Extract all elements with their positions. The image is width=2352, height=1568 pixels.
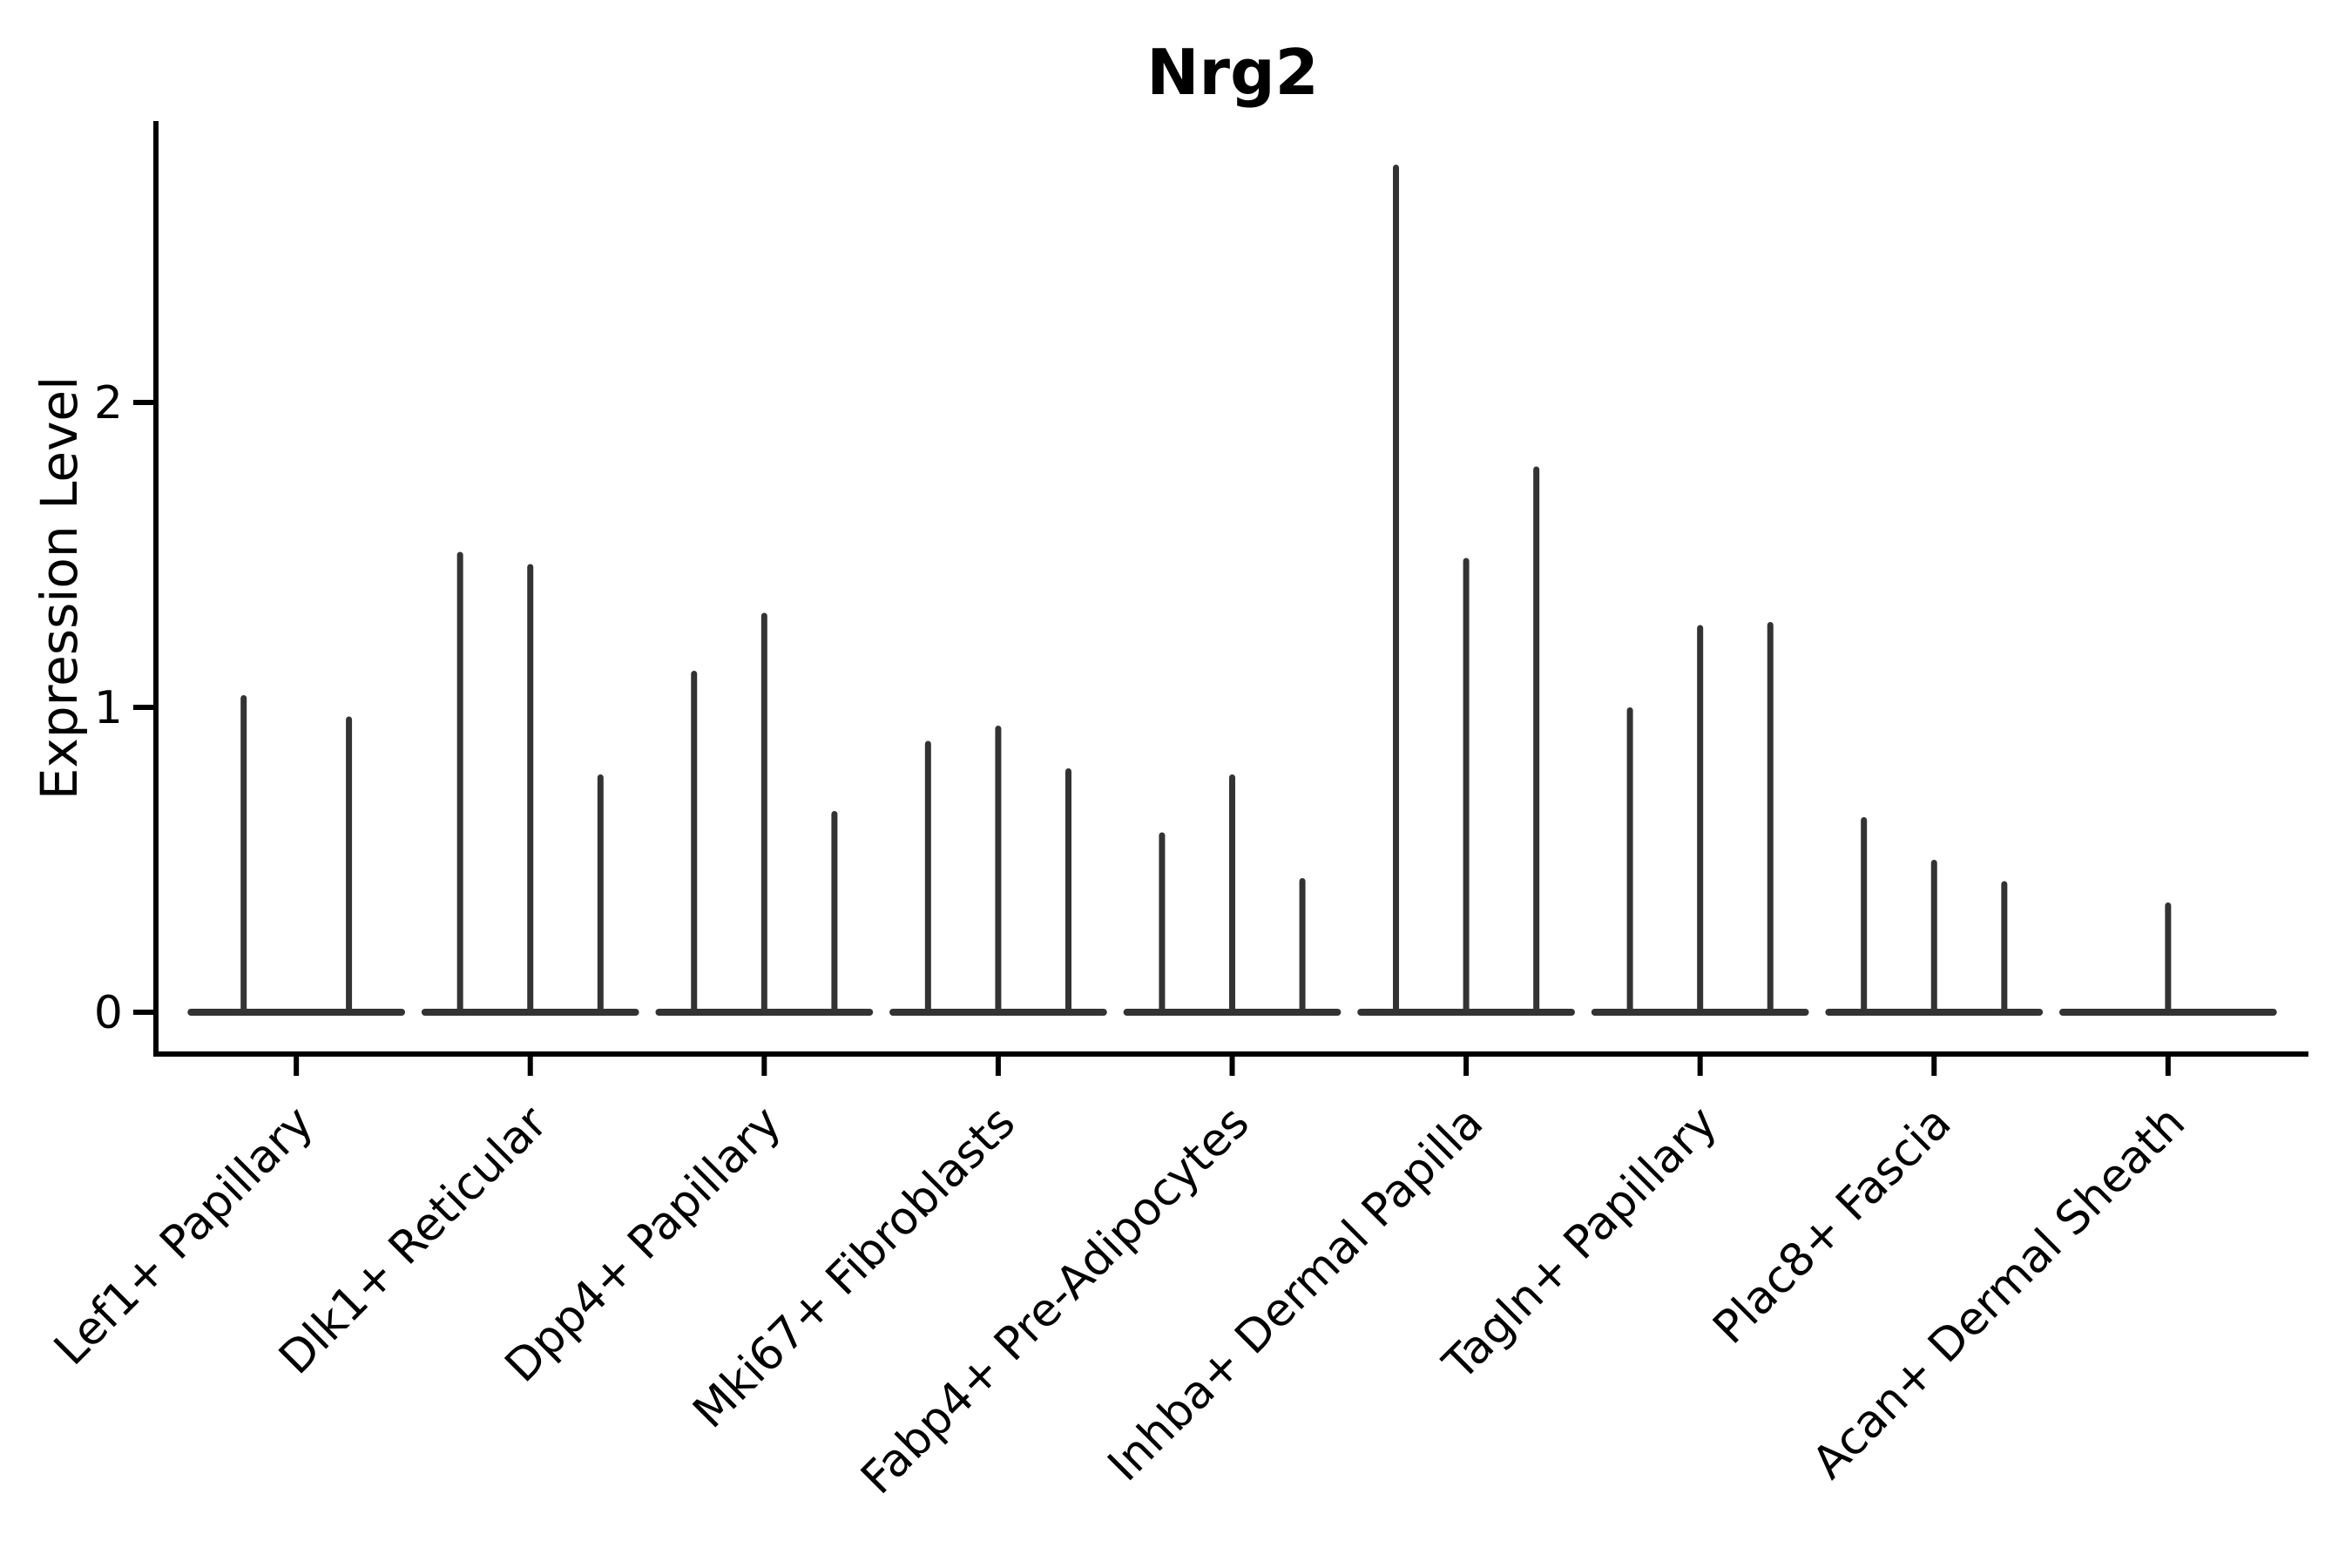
y-tick-label: 1 [94, 682, 123, 734]
x-tick-label: Lef1+ Papillary [44, 1097, 323, 1375]
x-tick-label: Acan+ Dermal Sheath [1802, 1097, 2195, 1490]
x-tick-label: Inhba+ Dermal Papilla [1098, 1097, 1493, 1491]
y-axis-label: Expression Level [30, 376, 89, 800]
chart-title: Nrg2 [1146, 36, 1318, 109]
y-tick-label: 0 [94, 987, 123, 1039]
x-tick-label: Fabp4+ Pre-Adipocytes [851, 1097, 1259, 1504]
y-tick-label: 2 [94, 377, 123, 429]
x-tick-label: Plac8+ Fascia [1704, 1097, 1962, 1355]
